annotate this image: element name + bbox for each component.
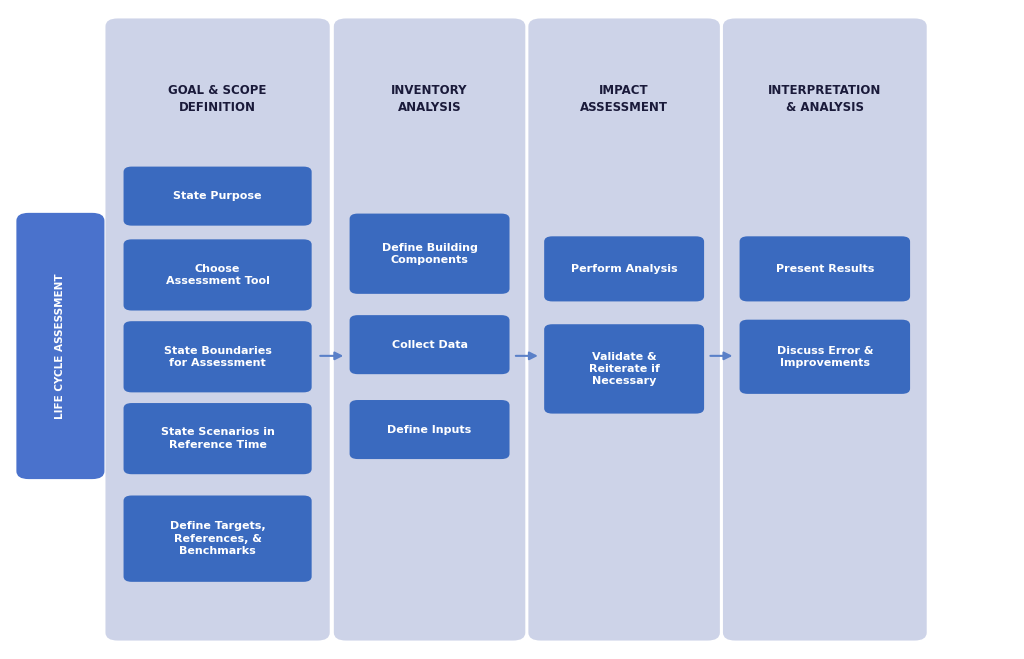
FancyBboxPatch shape	[105, 18, 330, 641]
Text: Discuss Error &
Improvements: Discuss Error & Improvements	[776, 345, 873, 368]
Text: Validate &
Reiterate if
Necessary: Validate & Reiterate if Necessary	[589, 351, 659, 386]
Text: IMPACT
ASSESSMENT: IMPACT ASSESSMENT	[581, 84, 668, 114]
Text: Choose
Assessment Tool: Choose Assessment Tool	[166, 264, 269, 286]
FancyBboxPatch shape	[349, 214, 510, 294]
FancyBboxPatch shape	[334, 18, 525, 641]
FancyBboxPatch shape	[349, 400, 510, 459]
Text: GOAL & SCOPE
DEFINITION: GOAL & SCOPE DEFINITION	[168, 84, 267, 114]
FancyBboxPatch shape	[739, 320, 910, 394]
FancyBboxPatch shape	[739, 237, 910, 301]
Text: INVENTORY
ANALYSIS: INVENTORY ANALYSIS	[391, 84, 468, 114]
Text: INTERPRETATION
& ANALYSIS: INTERPRETATION & ANALYSIS	[768, 84, 882, 114]
FancyBboxPatch shape	[544, 324, 705, 414]
Text: Define Inputs: Define Inputs	[387, 424, 472, 434]
Text: Present Results: Present Results	[775, 264, 874, 274]
Text: State Purpose: State Purpose	[173, 191, 262, 201]
FancyBboxPatch shape	[124, 167, 311, 225]
FancyBboxPatch shape	[124, 403, 311, 474]
FancyBboxPatch shape	[528, 18, 720, 641]
Text: Define Targets,
References, &
Benchmarks: Define Targets, References, & Benchmarks	[170, 521, 265, 556]
FancyBboxPatch shape	[349, 315, 510, 374]
FancyBboxPatch shape	[723, 18, 927, 641]
Text: Perform Analysis: Perform Analysis	[570, 264, 678, 274]
FancyBboxPatch shape	[124, 321, 311, 392]
Text: Define Building
Components: Define Building Components	[382, 243, 477, 265]
Text: State Boundaries
for Assessment: State Boundaries for Assessment	[164, 345, 271, 368]
Text: LIFE CYCLE ASSESSMENT: LIFE CYCLE ASSESSMENT	[55, 273, 66, 418]
FancyBboxPatch shape	[544, 237, 705, 301]
Text: Collect Data: Collect Data	[391, 339, 468, 350]
FancyBboxPatch shape	[124, 496, 311, 582]
FancyBboxPatch shape	[124, 239, 311, 310]
Text: State Scenarios in
Reference Time: State Scenarios in Reference Time	[161, 428, 274, 450]
FancyBboxPatch shape	[16, 213, 104, 479]
